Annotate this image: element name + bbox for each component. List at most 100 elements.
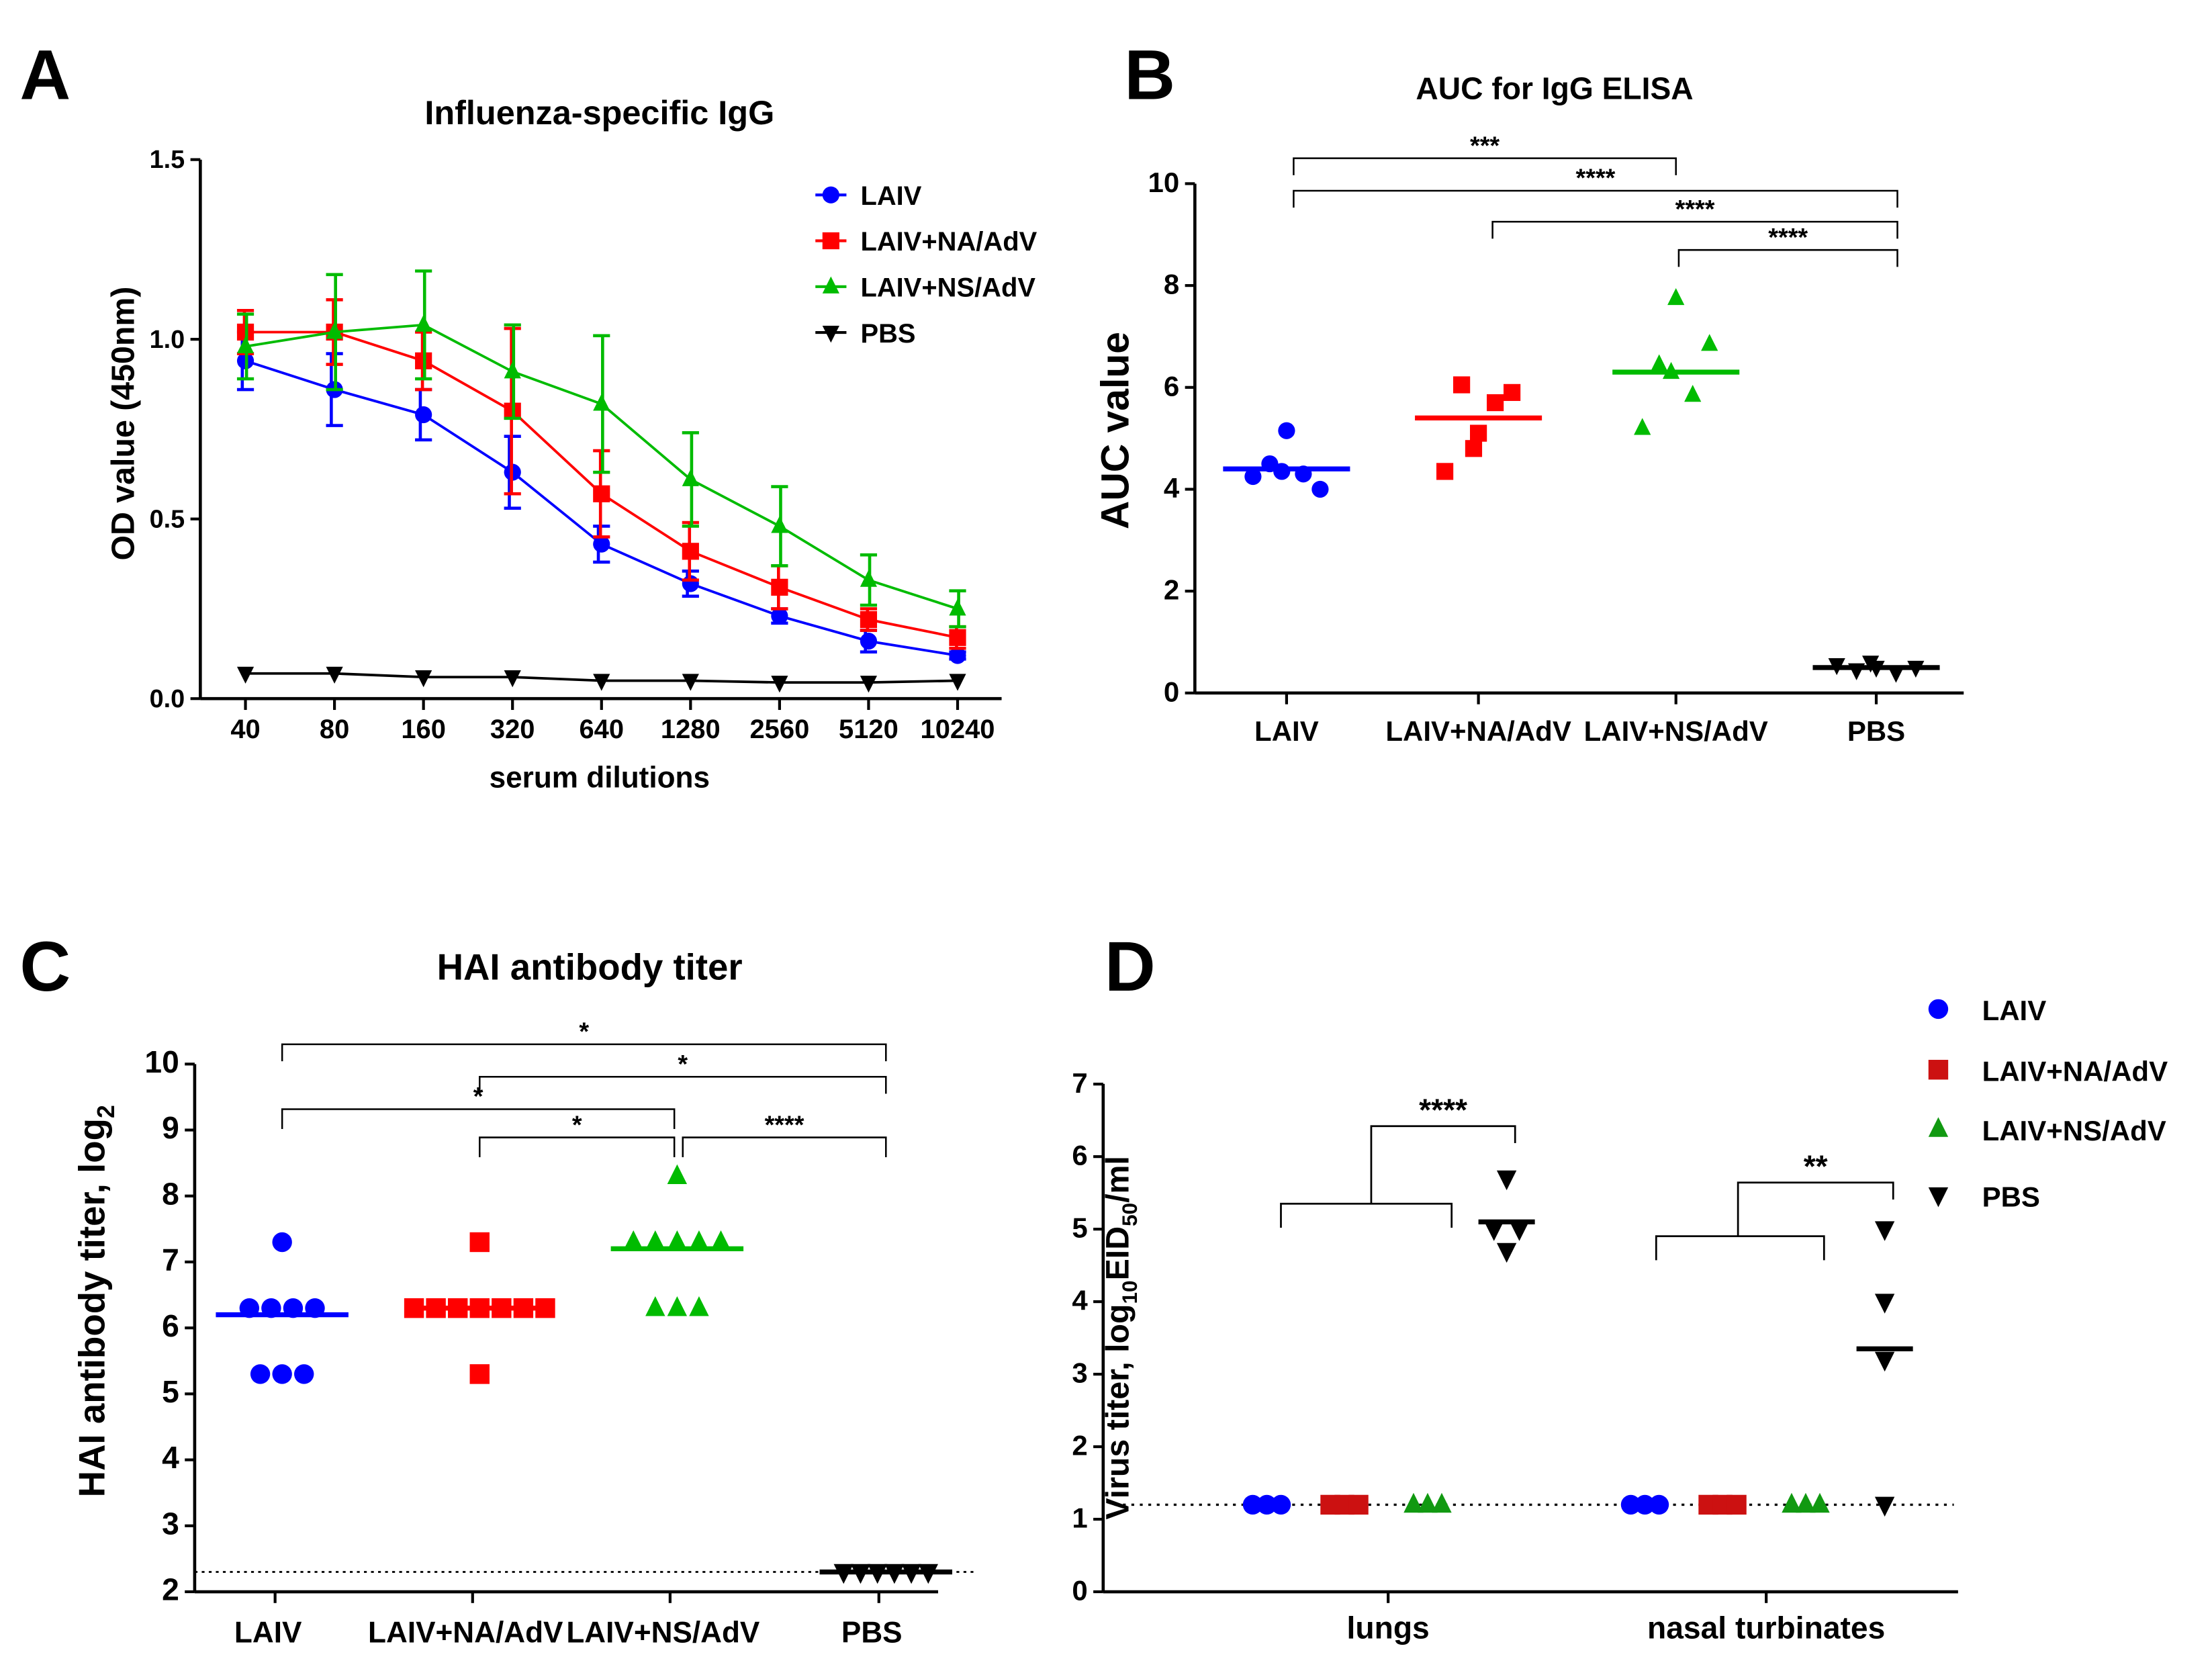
a-x-tick-label: 40 bbox=[230, 715, 260, 744]
a-data-point bbox=[415, 406, 432, 424]
panel-label-b: B bbox=[1124, 36, 1175, 114]
c-data-point bbox=[667, 1296, 688, 1316]
c-data-point bbox=[272, 1364, 292, 1384]
a-x-tick-label: 80 bbox=[320, 715, 349, 744]
c-x-tick-label: LAIV+NS/AdV bbox=[566, 1617, 760, 1650]
d-legend-label: LAIV+NA/AdV bbox=[1982, 1056, 2168, 1087]
b-x-tick-label: LAIV+NS/AdV bbox=[1584, 715, 1768, 747]
b-significance-label: **** bbox=[1675, 195, 1715, 224]
b-data-point bbox=[1465, 440, 1483, 457]
b-y-tick-label: 10 bbox=[1148, 167, 1180, 198]
b-data-point bbox=[1453, 376, 1471, 394]
xlabel-a: serum dilutions bbox=[490, 762, 710, 795]
d-data-point bbox=[1874, 1221, 1895, 1241]
a-y-tick-label: 1.5 bbox=[150, 146, 185, 174]
b-data-point bbox=[1684, 385, 1702, 402]
a-x-tick-label: 1280 bbox=[661, 715, 721, 744]
b-x-tick-label: PBS bbox=[1847, 715, 1905, 747]
b-data-point bbox=[1273, 463, 1291, 480]
a-data-point bbox=[860, 570, 878, 587]
b-y-tick-label: 4 bbox=[1164, 472, 1180, 504]
c-data-point bbox=[469, 1364, 490, 1384]
b-data-point bbox=[1651, 354, 1668, 371]
d-legend-marker bbox=[1928, 1060, 1949, 1080]
title-c: HAI antibody titer bbox=[437, 946, 743, 987]
a-data-point bbox=[860, 633, 878, 650]
a-data-point bbox=[415, 314, 432, 332]
a-x-tick-label: 640 bbox=[579, 715, 624, 744]
a-x-tick-label: 160 bbox=[401, 715, 446, 744]
a-data-point bbox=[593, 485, 610, 502]
c-significance-bracket bbox=[281, 1108, 676, 1129]
c-data-point bbox=[645, 1230, 665, 1251]
c-y-tick-label: 6 bbox=[162, 1308, 179, 1343]
d-y-tick-label: 6 bbox=[1072, 1140, 1087, 1171]
panel-label-a: A bbox=[19, 36, 71, 114]
d-data-point bbox=[1810, 1492, 1830, 1513]
c-data-point bbox=[272, 1232, 292, 1253]
ylabel-d: Virus titer, log10EID50/ml bbox=[1100, 1156, 1142, 1520]
a-legend-marker bbox=[822, 186, 839, 204]
c-significance-bracket bbox=[682, 1136, 887, 1157]
b-significance-bracket bbox=[1491, 220, 1898, 239]
a-legend-marker bbox=[822, 276, 839, 293]
b-significance-bracket bbox=[1293, 157, 1677, 175]
d-y-tick-label: 3 bbox=[1072, 1357, 1087, 1389]
d-data-point bbox=[1634, 1494, 1655, 1515]
c-y-tick-label: 8 bbox=[162, 1176, 179, 1211]
a-data-point bbox=[415, 670, 432, 688]
d-data-point bbox=[1496, 1170, 1517, 1191]
b-significance-label: **** bbox=[1768, 224, 1808, 252]
a-data-point bbox=[593, 394, 610, 411]
a-x-tick-label: 10240 bbox=[921, 715, 995, 744]
panel-label-d: D bbox=[1105, 928, 1156, 1006]
d-x-tick-label: nasal turbinates bbox=[1647, 1610, 1885, 1645]
a-data-point bbox=[771, 676, 788, 693]
b-data-point bbox=[1887, 666, 1905, 683]
c-significance-label: * bbox=[678, 1050, 688, 1079]
c-y-tick-label: 2 bbox=[162, 1572, 179, 1607]
c-data-point bbox=[469, 1232, 490, 1253]
b-data-point bbox=[1862, 656, 1880, 673]
b-significance-bracket bbox=[1293, 189, 1898, 208]
ylabel-c-sub: 2 bbox=[93, 1105, 120, 1118]
a-data-point bbox=[949, 647, 966, 664]
d-legend-marker bbox=[1928, 999, 1949, 1020]
b-y-tick-label: 2 bbox=[1164, 574, 1179, 606]
d-data-point bbox=[1874, 1351, 1895, 1372]
c-y-tick-label: 4 bbox=[162, 1440, 179, 1475]
c-data-point bbox=[645, 1296, 665, 1316]
c-x-tick-label: LAIV+NA/AdV bbox=[368, 1617, 563, 1650]
d-y-tick-label: 4 bbox=[1072, 1285, 1088, 1316]
a-y-tick-label: 1.0 bbox=[150, 326, 185, 354]
d-data-point bbox=[1620, 1494, 1641, 1515]
d-legend-marker bbox=[1928, 1187, 1949, 1208]
ylabel-a: OD value (450nm) bbox=[105, 287, 142, 561]
c-data-point bbox=[689, 1230, 709, 1251]
c-significance-bracket bbox=[281, 1043, 887, 1062]
a-data-point bbox=[949, 629, 966, 646]
b-x-tick-label: LAIV+NA/AdV bbox=[1385, 715, 1571, 747]
d-y-tick-label: 2 bbox=[1072, 1430, 1087, 1461]
a-data-point bbox=[860, 676, 878, 693]
d-legend-marker bbox=[1928, 1117, 1949, 1137]
ylabel-b: AUC value bbox=[1094, 332, 1138, 529]
b-y-tick-label: 0 bbox=[1164, 676, 1179, 707]
b-significance-bracket bbox=[1677, 249, 1898, 267]
d-legend-label: LAIV bbox=[1982, 995, 2047, 1026]
a-x-tick-label: 5120 bbox=[839, 715, 898, 744]
c-y-tick-label: 7 bbox=[162, 1243, 179, 1277]
c-data-point bbox=[667, 1164, 688, 1185]
b-data-point bbox=[1278, 422, 1295, 439]
b-data-point bbox=[1436, 463, 1454, 480]
b-data-point bbox=[1469, 424, 1487, 442]
c-data-point bbox=[667, 1230, 688, 1251]
a-data-point bbox=[236, 666, 255, 684]
a-data-point bbox=[504, 361, 521, 379]
a-x-tick-label: 2560 bbox=[749, 715, 809, 744]
d-data-point bbox=[1649, 1494, 1669, 1515]
d-significance-bracket bbox=[1737, 1181, 1894, 1236]
b-significance-label: **** bbox=[1576, 165, 1616, 193]
d-data-point bbox=[1256, 1494, 1277, 1515]
